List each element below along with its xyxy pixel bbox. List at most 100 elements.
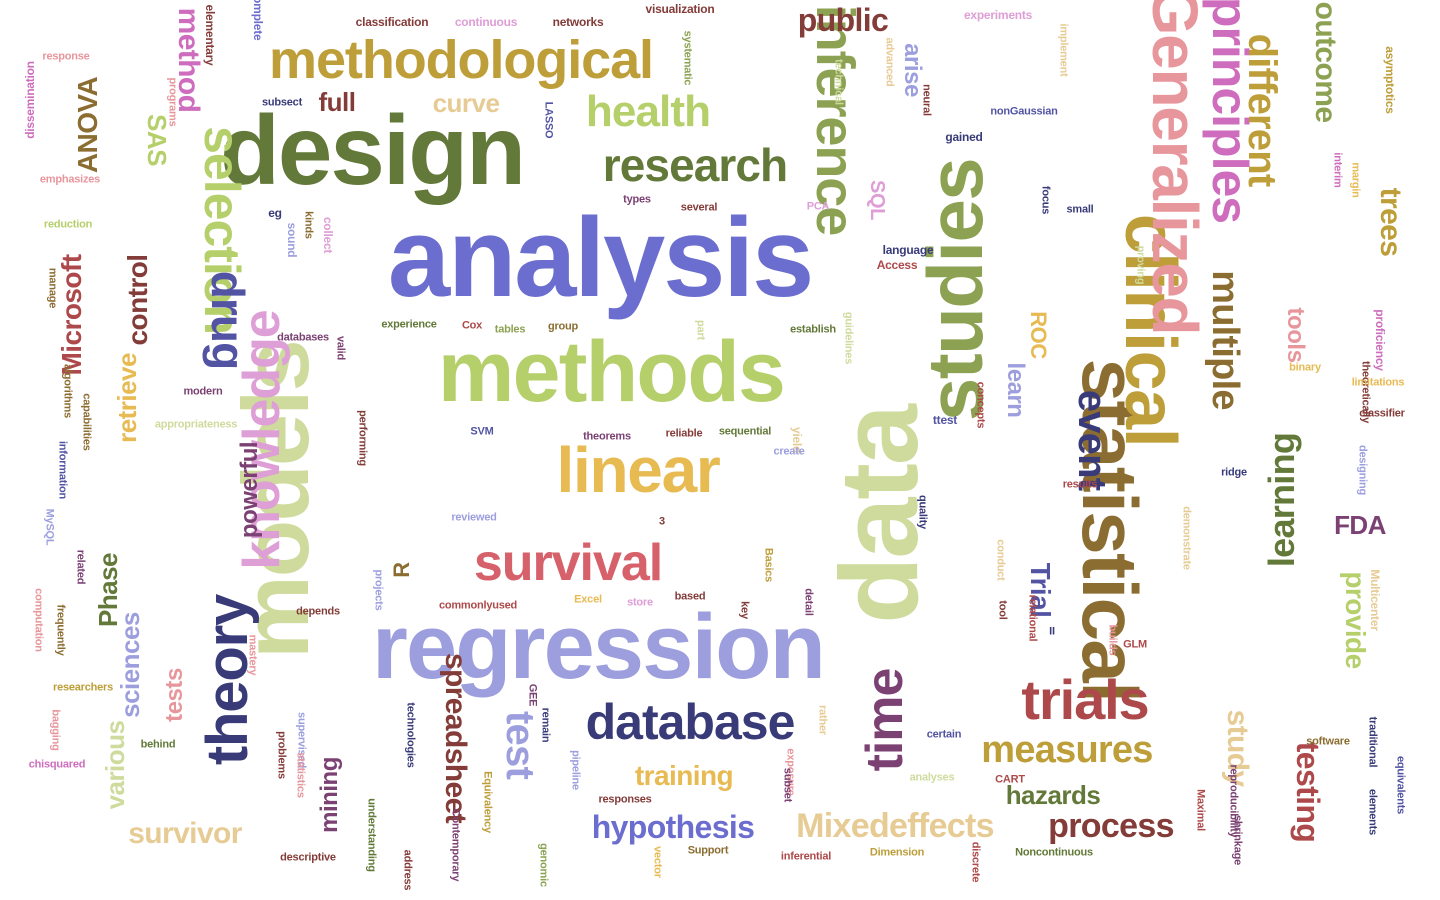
word-fda: FDA <box>1334 510 1386 540</box>
word-contemporary: Contemporary <box>449 808 462 882</box>
word-ii: II <box>1049 625 1055 638</box>
word-focus: focus <box>1039 185 1052 215</box>
word-algorithms: algorithms <box>61 363 74 419</box>
word-technologies: technologies <box>404 702 417 768</box>
word-hypothesis: hypothesis <box>591 809 755 845</box>
word-commonlyused: commonlyused <box>438 599 518 612</box>
word-complete: complete <box>251 0 265 41</box>
word-survivor: survivor <box>128 817 242 850</box>
word-several: several <box>680 201 718 214</box>
word-remain: remain <box>539 707 552 743</box>
word-modern: modern <box>183 385 223 398</box>
word-manage: manage <box>46 267 59 309</box>
word-elementary: elementary <box>203 4 217 66</box>
word-dimension: Dimension <box>869 846 925 859</box>
word-multicenter: Multicenter <box>1368 569 1382 631</box>
word-full: full <box>318 87 356 117</box>
word-tables: tables <box>494 323 526 336</box>
word-sciences: sciences <box>115 612 145 718</box>
word-pipeline: pipeline <box>569 750 582 790</box>
word-research: research <box>602 139 788 191</box>
word-quality: quality <box>916 495 929 529</box>
word-various: various <box>100 720 130 810</box>
word-roc: ROC <box>1026 311 1051 359</box>
word-demonstrate: demonstrate <box>1180 506 1193 570</box>
word-collect: collect <box>321 216 335 254</box>
word-maximal: Maximal <box>1194 789 1207 831</box>
word-design: design <box>219 95 526 205</box>
word-address: address <box>401 849 414 891</box>
word-computation: computation <box>32 588 45 652</box>
word-time: time <box>856 668 914 772</box>
word-tests: tests <box>161 668 188 722</box>
word-mastery: mastery <box>246 634 259 676</box>
word-3: 3 <box>659 515 665 528</box>
word-reduction: reduction <box>43 218 93 231</box>
word-learning: learning <box>1261 432 1302 568</box>
word-test: test <box>498 711 542 779</box>
word-information: information <box>56 440 69 500</box>
word-gained: gained <box>945 130 983 144</box>
word-support: Support <box>687 844 729 857</box>
word-understanding: understanding <box>365 798 378 872</box>
word-store: store <box>627 596 653 609</box>
word-subsect: subsect <box>261 96 303 109</box>
word-concepts: concepts <box>974 381 987 429</box>
word-sql: SQL <box>866 180 888 220</box>
word-cart: CART <box>995 773 1025 786</box>
word-neural: neural <box>920 84 933 116</box>
word-database: database <box>585 694 796 750</box>
word-gee: GEE <box>526 683 539 707</box>
word-regression: regression <box>371 596 826 698</box>
word-proficiency: proficiency <box>1373 309 1387 371</box>
word-detail: detail <box>802 588 815 616</box>
word-methods: methods <box>437 324 786 420</box>
word-implement: implement <box>1057 23 1070 77</box>
word-different: different <box>1240 33 1284 187</box>
word-public: public <box>797 2 889 38</box>
word-asymptotics: asymptotics <box>1383 46 1397 114</box>
word-cox: Cox <box>461 319 483 332</box>
word-provide: provide <box>1340 571 1371 669</box>
word-language: language <box>882 243 934 257</box>
word-capabilities: capabilities <box>80 393 93 451</box>
word-subset: subset <box>781 767 794 803</box>
word-conduct: conduct <box>994 539 1007 581</box>
word-types: types <box>623 193 651 206</box>
word-key: key <box>738 601 751 619</box>
word-certain: certain <box>926 728 962 741</box>
word-basics: Basics <box>762 547 775 583</box>
word-margin: margin <box>1349 162 1362 198</box>
word-guidelines: guidelines <box>842 311 855 365</box>
word-inferential: inferential <box>780 850 832 863</box>
word-depends: depends <box>296 605 340 618</box>
word-based: based <box>674 590 706 603</box>
word-reviewed: reviewed <box>451 511 497 524</box>
word-lasso: LASSO <box>542 101 555 139</box>
word-ridge: ridge <box>1221 466 1247 479</box>
word-problems: problems <box>275 731 288 779</box>
word-projects: projects <box>372 569 385 611</box>
word-visualization: visualization <box>645 2 715 16</box>
word-spreadsheet: spreadsheet <box>439 652 472 824</box>
word-hazards: hazards <box>1005 780 1101 810</box>
word-tools: tools <box>1282 307 1309 363</box>
word-genomic: genomic <box>537 843 550 887</box>
word-binary: binary <box>1289 361 1321 374</box>
word-analyses: analyses <box>909 771 955 784</box>
word-frequently: frequently <box>54 604 67 656</box>
word-equivalency: Equivalency <box>481 771 494 833</box>
word-classifier: classifier <box>1359 407 1405 420</box>
word-response: response <box>42 50 90 63</box>
word-curve: curve <box>432 88 500 118</box>
word-traditional: traditional <box>1366 716 1379 768</box>
word-multiple: multiple <box>1204 270 1246 410</box>
word-control: control <box>122 254 153 346</box>
word-statistics: statistics <box>294 752 307 798</box>
word-systematic: systematic <box>681 30 694 86</box>
word-survival: survival <box>473 534 663 592</box>
word-tool: tool <box>996 600 1009 620</box>
word-software: software <box>1306 735 1350 748</box>
word-svm: SVM <box>470 425 494 438</box>
word-classification: classification <box>355 15 429 29</box>
